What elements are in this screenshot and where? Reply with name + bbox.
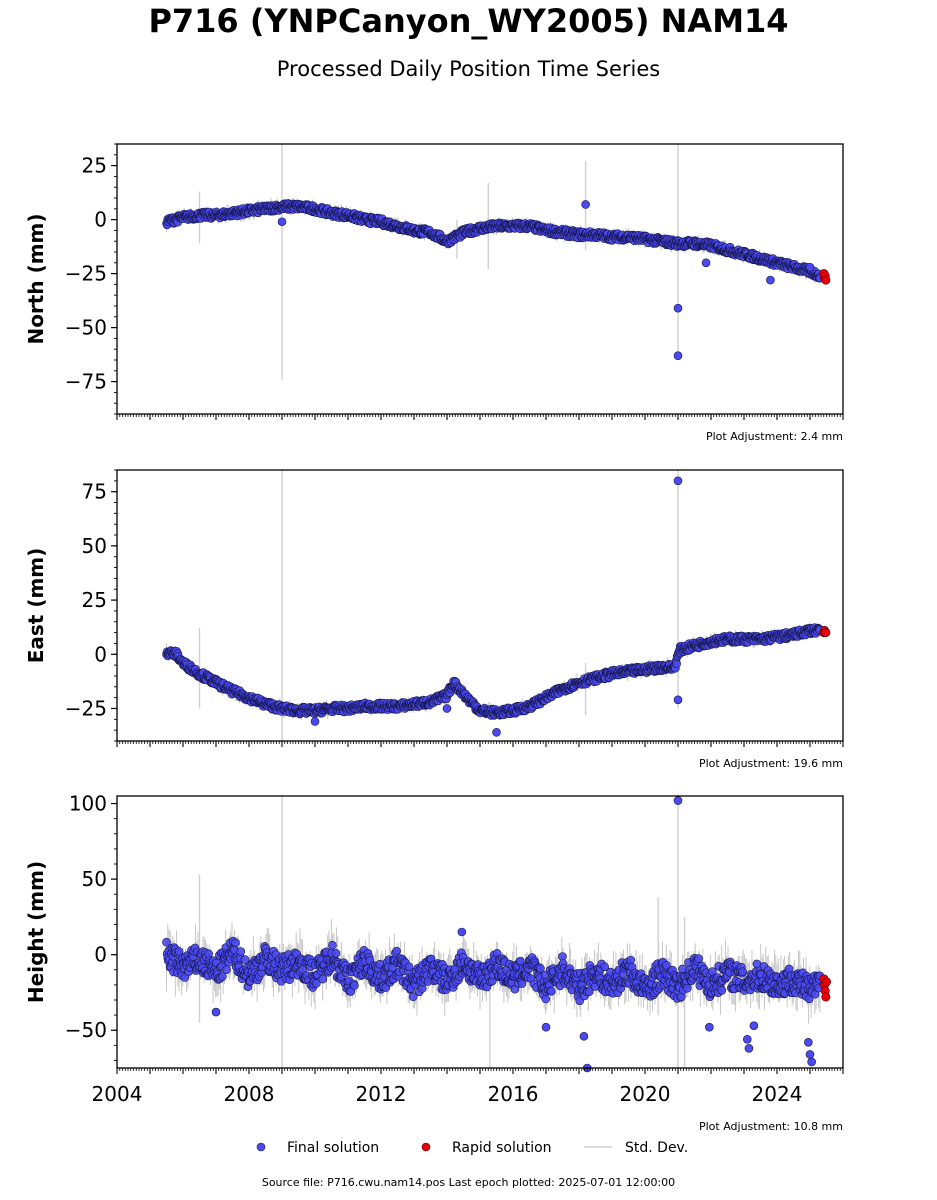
- y-tick-label: 25: [82, 588, 107, 612]
- final-solution-point: [240, 955, 250, 964]
- outlier-point: [673, 476, 683, 486]
- plot-area: [117, 144, 843, 414]
- outlier-point: [766, 275, 775, 285]
- outlier-point: [581, 200, 590, 209]
- y-axis-label: East (mm): [24, 548, 48, 664]
- outlier-point: [673, 695, 683, 705]
- outlier-point: [673, 303, 683, 313]
- outlier-point: [701, 258, 711, 268]
- y-tick-label: −75: [65, 370, 107, 394]
- y-tick-label: −25: [65, 696, 107, 720]
- plot-area: [117, 470, 843, 741]
- chart-title: P716 (YNPCanyon_WY2005) NAM14: [148, 2, 789, 40]
- y-tick-label: 0: [94, 642, 107, 666]
- outlier-point: [673, 351, 683, 360]
- final-solution-points: [162, 144, 831, 380]
- outlier-point: [492, 728, 501, 737]
- chart-subtitle: Processed Daily Position Time Series: [276, 57, 661, 81]
- outlier-point: [442, 704, 452, 713]
- panel-1: 25 0 −25 −50 −75 North (mm) Plot Adjustment: 2…: [24, 143, 844, 443]
- final-solution-point: [218, 972, 227, 981]
- final-solution-point: [236, 947, 246, 956]
- outlier-point: [277, 217, 287, 227]
- y-tick-label: −50: [65, 316, 107, 340]
- final-solution-point: [331, 948, 341, 958]
- final-solution-point: [222, 965, 231, 975]
- final-solution-point: [350, 981, 359, 990]
- final-solution-point: [231, 938, 240, 948]
- outlier-point: [310, 717, 320, 726]
- y-tick-label: 50: [82, 534, 107, 558]
- final-solution-point: [404, 962, 414, 972]
- final-solution-point: [318, 974, 328, 984]
- final-solution-point: [672, 659, 681, 669]
- outlier-point: [805, 262, 815, 272]
- rapid-solution-point: [821, 275, 831, 285]
- y-tick-label: −25: [65, 262, 107, 286]
- plot-adjustment-note: Plot Adjustment: 2.4 mm: [706, 430, 843, 443]
- final-solution-point: [328, 940, 337, 950]
- rapid-solution-point: [821, 628, 831, 638]
- y-tick-label: 25: [82, 154, 107, 178]
- final-solution-point: [392, 946, 401, 956]
- y-tick-label: 75: [82, 480, 107, 504]
- panel-2: 75 50 25 0 −25 East (mm) Plot Adjustment: 19.6…: [24, 469, 844, 770]
- y-axis-label: North (mm): [24, 213, 48, 344]
- y-tick-label: 0: [94, 208, 107, 232]
- plot-adjustment-note: Plot Adjustment: 19.6 mm: [699, 757, 843, 770]
